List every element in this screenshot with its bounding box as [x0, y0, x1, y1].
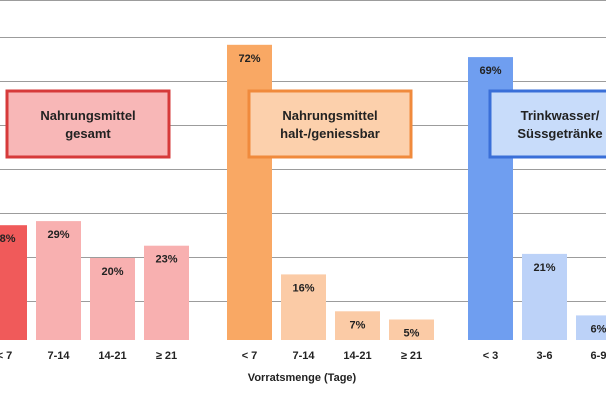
category-tick-label: 7-14	[47, 350, 70, 362]
group-label-box: Trinkwasser/Süssgetränke	[488, 89, 606, 159]
bar	[522, 253, 567, 340]
category-tick-label: < 7	[242, 350, 258, 362]
group-label-box-frame	[488, 89, 606, 159]
group-label-line: Nahrungsmittel	[282, 108, 377, 123]
bars	[0, 44, 606, 341]
group-label-box: Nahrungsmittel halt-/geniessbar	[247, 89, 413, 159]
category-tick-label: < 3	[483, 350, 499, 362]
category-tick-label: ≥ 21	[401, 350, 422, 362]
data-label: 5%	[404, 328, 420, 340]
bar	[144, 245, 189, 340]
category-tick-label: 6-9	[591, 350, 606, 362]
data-label: 28%	[0, 233, 16, 245]
group-label-boxes: Nahrungsmittel gesamt Nahrungsmittel halt-/…	[5, 89, 606, 159]
data-label: 29%	[47, 229, 69, 241]
group-label-line: Nahrungsmittel	[40, 108, 135, 123]
group-label-box-frame	[247, 89, 413, 159]
category-tick-label: 14-21	[343, 350, 371, 362]
group-label-line: Süssgetränke	[517, 126, 602, 141]
data-label: 23%	[155, 254, 177, 266]
category-tick-label: 7-14	[292, 350, 315, 362]
data-label: 6%	[591, 323, 606, 335]
category-tick-label: < 7	[0, 350, 12, 362]
group-label-box: Nahrungsmittel gesamt	[5, 89, 171, 159]
data-label: 7%	[350, 319, 366, 331]
category-tick-label: ≥ 21	[156, 350, 177, 362]
category-tick-label: 14-21	[98, 350, 126, 362]
value-labels: 28% 29% 20% 23% 72% 16% 7% 5% 69% 21% 6%	[0, 53, 606, 340]
group-label-line: halt-/geniessbar	[280, 126, 380, 141]
bar	[90, 258, 135, 340]
data-label: 69%	[479, 65, 501, 77]
bar	[0, 225, 27, 340]
category-tick-labels: < 7 7-14 14-21 ≥ 21 < 7 7-14 14-21 ≥ 21 < 3 3-6 6-…	[0, 350, 606, 362]
data-label: 16%	[292, 282, 314, 294]
x-axis-label: Vorratsmenge (Tage)	[248, 372, 357, 384]
bar	[576, 315, 606, 340]
data-label: 21%	[533, 262, 555, 274]
bar	[281, 274, 326, 340]
data-label: 72%	[238, 53, 260, 65]
bar	[36, 221, 81, 340]
bar	[227, 44, 272, 341]
bar	[335, 311, 380, 340]
bar	[389, 319, 434, 340]
group-label-box-frame	[5, 89, 171, 159]
group-label-line: Trinkwasser/	[521, 108, 600, 123]
category-tick-label: 3-6	[537, 350, 553, 362]
group-label-line: gesamt	[65, 126, 111, 141]
data-label: 20%	[101, 266, 123, 278]
